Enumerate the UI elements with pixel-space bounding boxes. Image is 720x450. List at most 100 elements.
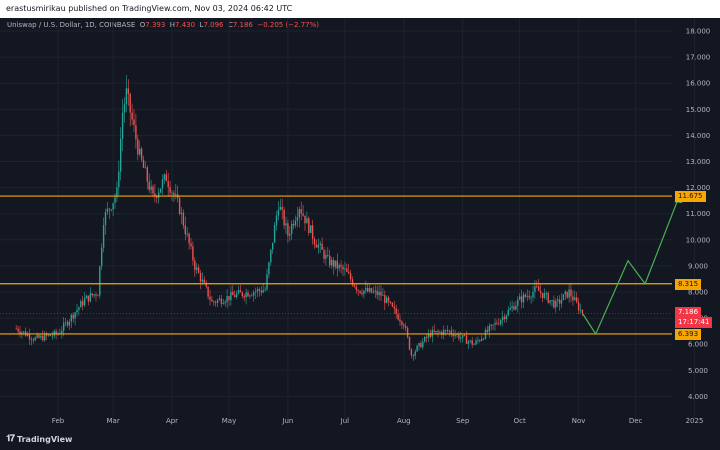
candle-body xyxy=(99,266,101,296)
candle-body xyxy=(471,340,473,345)
candle-body xyxy=(397,313,399,320)
y-tick-label: 18.000 xyxy=(686,28,711,36)
candle-body xyxy=(416,345,418,352)
candle-body xyxy=(188,233,190,244)
candle-body xyxy=(173,192,175,196)
candle-body xyxy=(579,309,582,311)
candle-body xyxy=(338,264,340,269)
candle-body xyxy=(380,291,382,296)
candle-body xyxy=(334,260,337,267)
candle-body xyxy=(551,300,553,301)
x-tick-label: Aug xyxy=(397,417,411,425)
candle-body xyxy=(28,334,31,340)
candle-body xyxy=(355,286,357,290)
candle-body xyxy=(391,302,394,307)
candle-body xyxy=(186,233,188,235)
candle-body xyxy=(357,289,359,291)
candle-body xyxy=(323,249,325,259)
y-tick-label: 6.000 xyxy=(688,341,708,349)
y-tick-label: 10.000 xyxy=(686,236,711,244)
candle-body xyxy=(70,314,72,322)
publish-header: erastusmirikau published on TradingView.… xyxy=(0,0,720,18)
candle-body xyxy=(152,186,154,194)
candle-body xyxy=(247,292,249,297)
candle-body xyxy=(378,291,380,296)
candle-body xyxy=(361,292,363,295)
candle-body xyxy=(159,188,162,193)
candle-body xyxy=(408,337,411,350)
candle-body xyxy=(256,289,259,292)
candle-body xyxy=(213,301,215,303)
x-tick-label: Dec xyxy=(629,417,643,425)
candle-body xyxy=(443,330,445,335)
candle-body xyxy=(281,206,283,210)
symbol-label[interactable]: Uniswap / U.S. Dollar, 1D, COINBASE xyxy=(7,21,136,29)
candle-body xyxy=(517,299,519,306)
tradingview-logo[interactable]: 𝟏𝟕 TradingView xyxy=(6,434,72,444)
candle-body xyxy=(85,295,88,299)
candle-body xyxy=(182,212,185,226)
candle-body xyxy=(125,88,128,105)
candle-body xyxy=(363,290,365,295)
candle-body xyxy=(175,194,177,196)
candle-body xyxy=(545,292,547,294)
candle-body xyxy=(120,138,122,172)
y-tick-label: 4.000 xyxy=(688,393,708,401)
candle-body xyxy=(473,344,475,346)
candle-body xyxy=(511,306,513,309)
candle-body xyxy=(205,282,207,287)
candle-body xyxy=(538,286,540,291)
candle-body xyxy=(241,292,243,296)
candle-body xyxy=(387,297,390,302)
candle-body xyxy=(279,206,281,210)
candle-body xyxy=(526,295,528,297)
x-tick-label: Jun xyxy=(281,417,293,425)
candle-body xyxy=(26,334,29,336)
candle-body xyxy=(553,300,555,308)
y-tick-label: 9.000 xyxy=(688,262,708,270)
candle-body xyxy=(349,273,352,280)
candle-body xyxy=(121,112,124,139)
candle-body xyxy=(32,339,34,341)
candle-body xyxy=(139,148,141,155)
candle-body xyxy=(237,290,240,294)
candle-body xyxy=(500,320,502,324)
candle-body xyxy=(169,186,171,193)
candle-body xyxy=(283,209,285,226)
candle-body xyxy=(215,302,217,303)
candle-body xyxy=(370,288,373,293)
candle-body xyxy=(273,225,276,243)
y-tick-label: 16.000 xyxy=(686,80,711,88)
candle-body xyxy=(131,112,133,120)
candle-body xyxy=(40,335,42,338)
candle-body xyxy=(133,119,135,126)
candle-body xyxy=(218,298,221,301)
candle-body xyxy=(365,287,367,291)
candle-body xyxy=(104,212,107,226)
candle-body xyxy=(262,290,264,293)
y-tick-label: 14.000 xyxy=(686,132,711,140)
candle-body xyxy=(127,88,129,94)
candle-body xyxy=(30,339,33,340)
candle-body xyxy=(564,291,566,295)
candle-body xyxy=(72,314,74,319)
candle-body xyxy=(403,324,405,327)
candle-body xyxy=(21,332,23,334)
candle-body xyxy=(68,321,71,326)
candle-body xyxy=(44,333,46,341)
candle-body xyxy=(74,312,76,319)
candle-body xyxy=(405,326,407,329)
price-chart[interactable]: 18.000 17.000 16.000 15.000 14.000 13.000 12.0… xyxy=(0,18,720,430)
candle-body xyxy=(230,291,232,301)
candle-body xyxy=(45,333,48,336)
current-price-tag: 7.186 xyxy=(675,307,702,319)
candle-body xyxy=(479,340,481,342)
candle-body xyxy=(344,268,346,270)
x-tick-label: Oct xyxy=(514,417,526,425)
candle-body xyxy=(513,306,515,310)
candle-body xyxy=(530,297,532,299)
candle-body xyxy=(83,298,86,306)
candle-body xyxy=(342,266,344,270)
candle-body xyxy=(359,290,361,293)
tradingview-mark-icon: 𝟏𝟕 xyxy=(6,434,15,444)
